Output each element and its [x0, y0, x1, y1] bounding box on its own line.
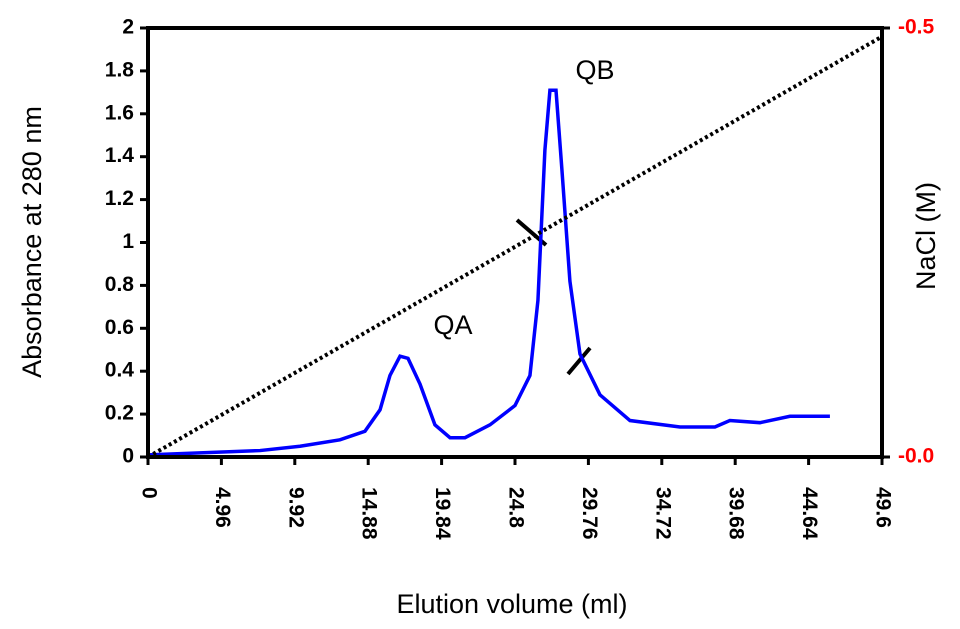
y-tick-label: 1.8: [105, 58, 135, 81]
plot-frame: [146, 26, 884, 459]
x-tick-label: 9.92: [284, 487, 307, 528]
y-tick-label: 1.2: [105, 187, 134, 210]
y2-tick-label: -0.0: [898, 445, 934, 468]
annotation: QB: [575, 55, 614, 85]
y-tick-label: 0.4: [105, 359, 135, 382]
marker: [566, 346, 592, 376]
y-tick-label: 1: [122, 230, 134, 253]
y-tick-label: 0.8: [105, 273, 135, 296]
y2-tick-label: -0.5: [898, 16, 935, 39]
x-tick-label: 39.68: [725, 487, 748, 540]
x-tick-label: 14.88: [358, 487, 381, 540]
y-tick-label: 1.6: [105, 101, 134, 124]
series-line: [147, 34, 883, 459]
y-tick-label: 1.4: [105, 144, 135, 167]
y-tick-label: 0.6: [105, 316, 134, 339]
x-tick-label: 4.96: [211, 487, 234, 528]
x-tick-label: 0: [137, 487, 160, 499]
x-tick-label: 44.64: [798, 487, 821, 540]
y-tick-label: 0.2: [105, 402, 134, 425]
x-tick-label: 19.84: [431, 487, 454, 540]
x-axis-title: Elution volume (ml): [396, 589, 627, 619]
x-tick-label: 49.6: [871, 487, 894, 528]
series-line: [147, 88, 830, 457]
annotation: QA: [433, 310, 472, 340]
y-tick-label: 0: [122, 445, 134, 468]
x-tick-label: 29.76: [578, 487, 601, 540]
x-tick-label: 34.72: [651, 487, 674, 540]
x-tick-label: 24.8: [504, 487, 527, 528]
y2-axis-title: NaCl (M): [911, 182, 941, 290]
y-tick-label: 2: [122, 16, 134, 39]
y-axis-title: Absorbance at 280 nm: [17, 106, 47, 378]
